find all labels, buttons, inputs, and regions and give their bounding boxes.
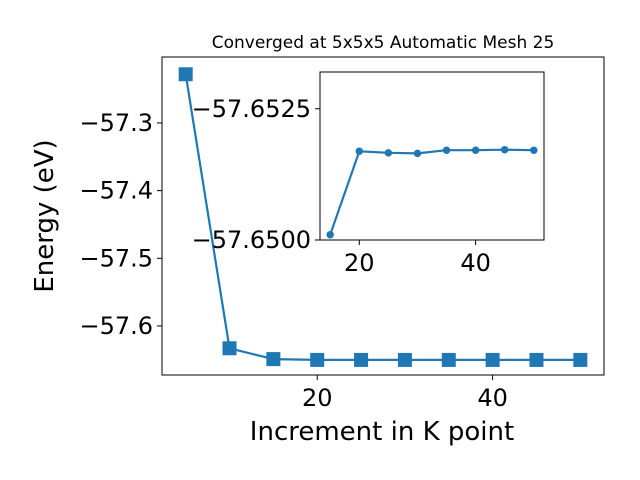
main-y-tick-label: −57.5	[79, 244, 153, 272]
main-series	[178, 67, 588, 367]
y-axis-label: Energy (eV)	[30, 139, 60, 292]
main-axis-ticks: 20 40 −57.6 −57.5 −57.4 −57.3	[79, 109, 507, 412]
chart-title: Converged at 5x5x5 Automatic Mesh 25	[212, 33, 555, 53]
inset-background	[320, 72, 544, 240]
main-chart: Converged at 5x5x5 Automatic Mesh 25 20 4…	[30, 33, 605, 447]
inset-data-point	[384, 149, 393, 157]
inset-data-point	[530, 146, 538, 154]
main-series-line	[184, 74, 581, 361]
main-data-point	[266, 352, 281, 367]
inset-x-tick-label: 40	[460, 249, 491, 277]
inset-data-point	[413, 149, 422, 158]
inset-plot-frame	[319, 71, 545, 241]
main-x-tick-label: 40	[477, 384, 508, 412]
main-y-tick-label: −57.4	[79, 177, 153, 205]
main-data-point	[310, 352, 325, 367]
main-data-point	[529, 352, 544, 367]
inset-data-point	[355, 147, 364, 156]
main-data-point	[485, 352, 500, 367]
main-x-tick-label: 20	[302, 384, 333, 412]
inset-y-tick-label: −57.6525	[192, 95, 311, 123]
inset-axis-ticks: 20 40 −57.6500 −57.6525	[192, 95, 491, 277]
inset-chart: 20 40 −57.6500 −57.6525	[192, 71, 545, 277]
main-plot-frame	[161, 56, 605, 376]
x-axis-label: Increment in K point	[250, 417, 514, 447]
main-data-point	[354, 352, 369, 367]
main-y-tick-label: −57.6	[79, 312, 153, 340]
main-data-point	[441, 352, 456, 367]
inset-y-tick-label: −57.6500	[192, 226, 311, 254]
main-y-tick-label: −57.3	[79, 109, 153, 137]
inset-data-point	[500, 145, 509, 154]
main-data-point	[178, 67, 193, 82]
main-data-point	[397, 352, 412, 367]
inset-series	[326, 145, 538, 239]
inset-x-tick-label: 20	[344, 249, 375, 277]
main-data-point	[573, 352, 588, 367]
inset-series-line	[329, 148, 534, 236]
inset-data-point	[442, 146, 451, 154]
inset-data-point	[326, 231, 334, 239]
inset-data-point	[471, 146, 480, 154]
main-data-point	[222, 341, 237, 356]
